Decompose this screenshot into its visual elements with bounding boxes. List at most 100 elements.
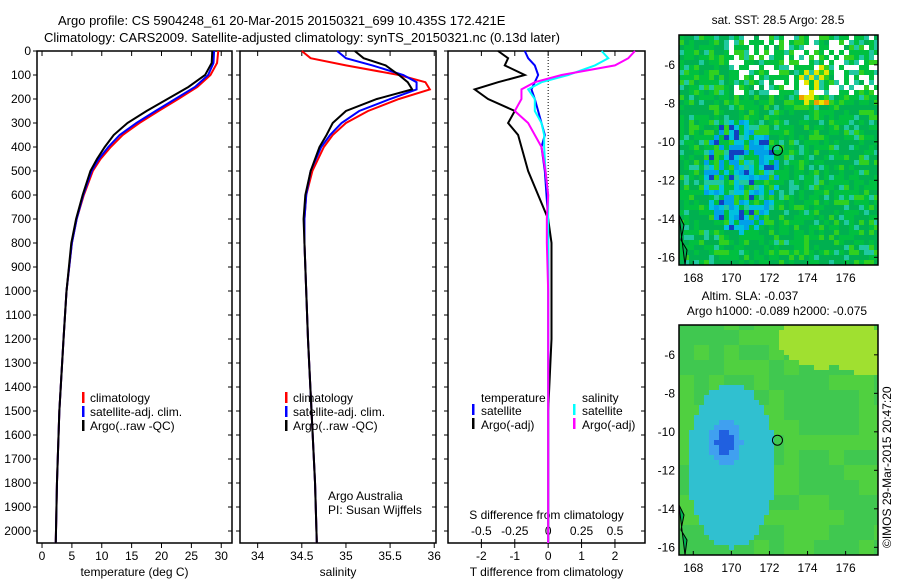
map-cell	[824, 345, 829, 350]
map-cell	[724, 165, 729, 170]
map-cell	[854, 125, 859, 130]
map-cell	[719, 495, 724, 500]
map-cell	[774, 335, 779, 340]
map-cell	[814, 530, 819, 535]
map-cell	[864, 465, 869, 470]
legend-swatch	[285, 420, 288, 431]
map-cell	[804, 445, 809, 450]
map-cell	[834, 85, 839, 90]
map-cell	[859, 360, 864, 365]
map-cell	[724, 395, 729, 400]
map-cell	[724, 185, 729, 190]
map-cell	[824, 430, 829, 435]
map-cell	[749, 145, 754, 150]
lon-tick-label: 174	[798, 561, 818, 575]
map-cell	[684, 165, 689, 170]
map-cell	[744, 490, 749, 495]
map-cell	[779, 155, 784, 160]
map-cell	[714, 490, 719, 495]
map-cell	[784, 150, 789, 155]
map-cell	[804, 515, 809, 520]
map-cell	[829, 70, 834, 75]
map-cell	[794, 260, 799, 265]
map-cell	[834, 420, 839, 425]
map-cell	[734, 410, 739, 415]
map-cell	[719, 105, 724, 110]
map-cell	[819, 520, 824, 525]
map-cell	[754, 325, 759, 330]
map-cell	[744, 350, 749, 355]
map-cell	[779, 445, 784, 450]
map-cell	[704, 125, 709, 130]
map-cell	[689, 255, 694, 260]
map-title: Altim. SLA: -0.037	[702, 289, 799, 303]
map-cell	[789, 115, 794, 120]
map-cell	[849, 235, 854, 240]
map-cell	[824, 535, 829, 540]
map-cell	[834, 375, 839, 380]
map-cell	[779, 490, 784, 495]
map-cell	[829, 395, 834, 400]
map-cell	[704, 540, 709, 545]
map-cell	[739, 415, 744, 420]
x-axis-label: salinity	[320, 565, 357, 579]
map-cell	[724, 480, 729, 485]
map-cell	[784, 350, 789, 355]
map-cell	[789, 390, 794, 395]
map-cell	[779, 425, 784, 430]
map-cell	[864, 135, 869, 140]
map-cell	[689, 330, 694, 335]
map-cell	[784, 210, 789, 215]
map-cell	[714, 130, 719, 135]
map-cell	[719, 415, 724, 420]
map-cell	[679, 185, 684, 190]
map-cell	[809, 540, 814, 545]
map-subtitle: Argo h1000: -0.089 h2000: -0.075	[687, 304, 867, 318]
map-cell	[784, 500, 789, 505]
map-cell	[784, 465, 789, 470]
map-cell	[744, 250, 749, 255]
map-cell	[859, 155, 864, 160]
map-cell	[709, 115, 714, 120]
map-cell	[804, 245, 809, 250]
map-cell	[689, 40, 694, 45]
map-cell	[724, 440, 729, 445]
map-cell	[779, 390, 784, 395]
map-cell	[799, 340, 804, 345]
map-cell	[804, 495, 809, 500]
map-cell	[784, 545, 789, 550]
map-cell	[719, 505, 724, 510]
map-cell	[794, 195, 799, 200]
map-cell	[834, 515, 839, 520]
map-cell	[774, 415, 779, 420]
map-cell	[824, 415, 829, 420]
map-cell	[799, 550, 804, 555]
map-cell	[859, 145, 864, 150]
map-cell	[864, 535, 869, 540]
map-cell	[699, 425, 704, 430]
map-cell	[684, 50, 689, 55]
map-cell	[824, 200, 829, 205]
map-cell	[784, 260, 789, 265]
map-cell	[694, 255, 699, 260]
map-cell	[844, 495, 849, 500]
lon-tick-label: 174	[798, 271, 818, 285]
map-cell	[809, 235, 814, 240]
map-cell	[859, 495, 864, 500]
map-cell	[734, 90, 739, 95]
map-cell	[729, 460, 734, 465]
map-cell	[784, 430, 789, 435]
map-cell	[769, 250, 774, 255]
map-cell	[704, 70, 709, 75]
map-cell	[794, 540, 799, 545]
map-cell	[709, 260, 714, 265]
map-cell	[874, 515, 878, 520]
map-cell	[684, 45, 689, 50]
map-cell	[719, 260, 724, 265]
map-cell	[829, 530, 834, 535]
map-cell	[779, 545, 784, 550]
map-cell	[854, 460, 859, 465]
map-cell	[814, 480, 819, 485]
map-cell	[734, 120, 739, 125]
map-cell	[759, 215, 764, 220]
